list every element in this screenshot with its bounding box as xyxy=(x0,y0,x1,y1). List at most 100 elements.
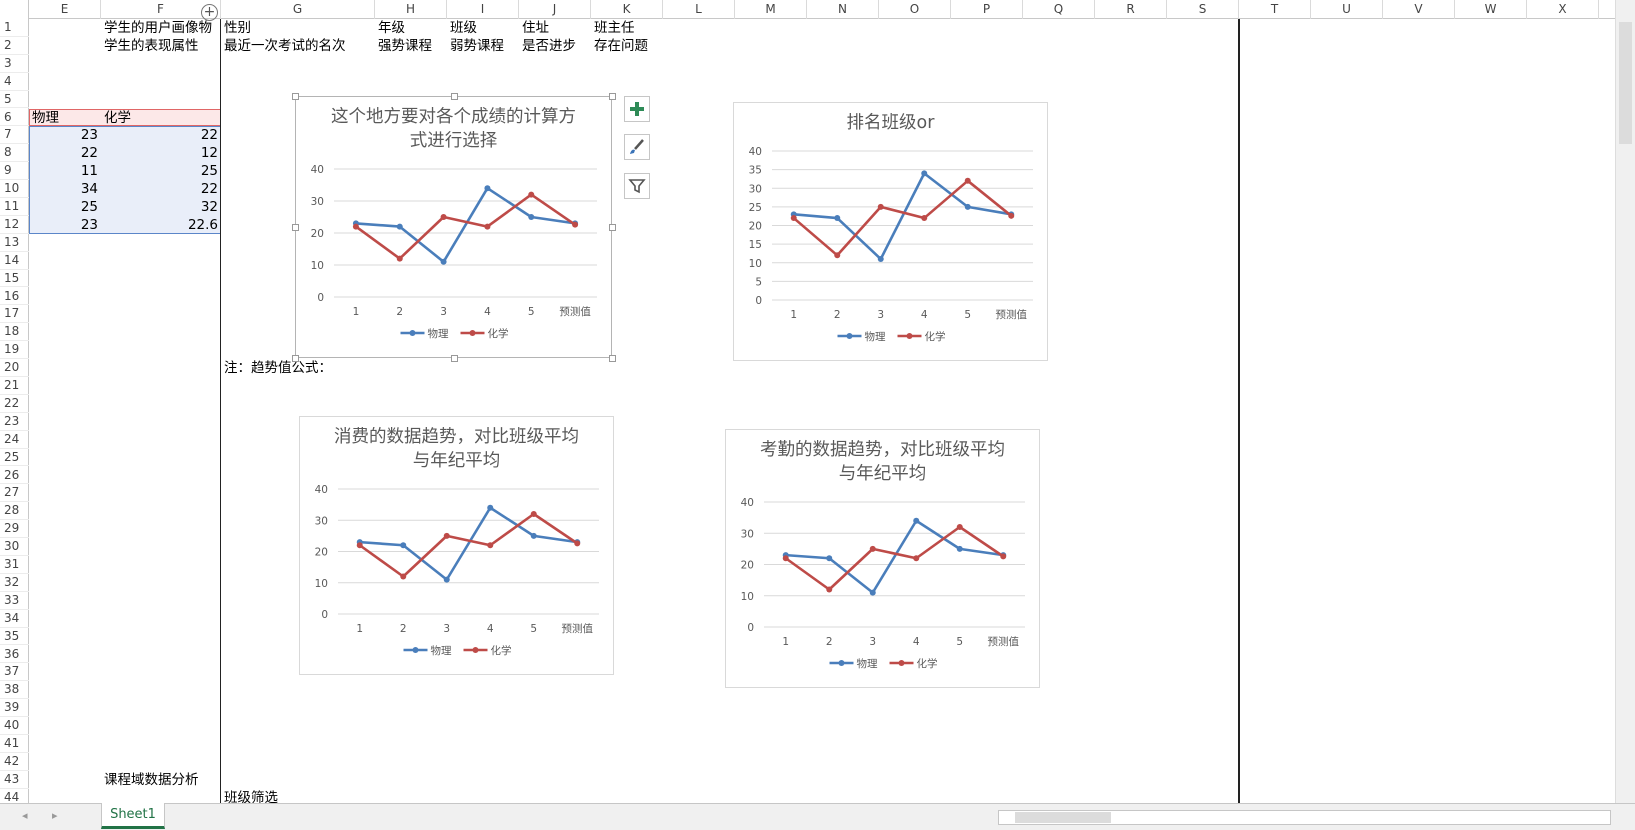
column-header: R xyxy=(1095,0,1167,19)
row-header: 2 xyxy=(0,37,29,55)
freeze-line xyxy=(1238,19,1240,803)
data-point xyxy=(921,215,928,222)
data-point xyxy=(530,532,537,539)
y-tick-label: 0 xyxy=(747,622,754,634)
column-header: P xyxy=(951,0,1023,19)
text-cell: 班级筛选 xyxy=(224,789,278,806)
row-header: 7 xyxy=(0,126,29,145)
text-cell: 弱势课程 xyxy=(450,37,504,54)
chart: 排名班级or 0 5 10 15 20 25 30 35 40 1 2 3 4 5 预测值 物理 化学 xyxy=(733,102,1048,361)
chart-title: 排名班级or xyxy=(846,113,935,133)
column-header: Q xyxy=(1023,0,1095,19)
x-tick-label: 2 xyxy=(400,623,407,635)
legend-marker xyxy=(472,647,479,653)
column-header: V xyxy=(1383,0,1455,19)
resize-handle[interactable] xyxy=(609,355,616,362)
row-header: 37 xyxy=(0,663,29,682)
x-tick-label: 1 xyxy=(356,623,363,635)
sheet-tab[interactable]: Sheet1 xyxy=(101,803,165,829)
text-cell: 年级 xyxy=(378,20,405,36)
legend-label: 物理 xyxy=(428,327,449,340)
number-cell: 25 xyxy=(80,199,98,215)
data-point xyxy=(487,542,494,549)
x-tick-label: 1 xyxy=(782,636,789,648)
resize-handle[interactable] xyxy=(609,224,616,231)
series-line xyxy=(359,506,578,581)
text-cell: 学生的表现属性 xyxy=(104,37,199,54)
column-header: J xyxy=(519,0,591,19)
legend-label: 化学 xyxy=(917,657,938,670)
x-tick-label: 5 xyxy=(956,636,963,648)
row-header-bar xyxy=(0,0,29,803)
series-line xyxy=(355,193,576,260)
data-point xyxy=(400,542,407,549)
tab-scroll-right[interactable]: ▸ xyxy=(52,809,58,822)
resize-handle[interactable] xyxy=(292,224,299,231)
row-header: 3 xyxy=(0,55,29,73)
scroll-thumb[interactable] xyxy=(1015,812,1111,823)
row-header: 43 xyxy=(0,771,29,789)
data-point xyxy=(956,545,963,552)
chart-elements-button[interactable] xyxy=(624,96,650,122)
resize-handle[interactable] xyxy=(450,355,458,362)
text-cell: 学生的用户画像物 xyxy=(104,20,212,36)
row-header: 24 xyxy=(0,431,29,449)
column-header: M xyxy=(735,0,807,19)
vertical-scrollbar[interactable] xyxy=(1615,0,1635,803)
y-tick-label: 0 xyxy=(317,292,324,304)
data-point xyxy=(913,517,920,524)
y-tick-label: 40 xyxy=(741,497,754,509)
data-point xyxy=(400,573,407,580)
scroll-thumb[interactable] xyxy=(1619,22,1632,144)
resize-handle[interactable] xyxy=(292,355,299,362)
y-tick-label: 0 xyxy=(321,609,328,621)
row-header: 32 xyxy=(0,574,29,592)
legend-label: 化学 xyxy=(488,327,509,340)
row-header: 17 xyxy=(0,305,29,324)
text-cell: 性别 xyxy=(224,20,251,36)
y-tick-label: 40 xyxy=(311,164,324,176)
horizontal-scrollbar[interactable] xyxy=(998,810,1611,825)
legend: 物理 化学 xyxy=(403,644,512,657)
x-tick-label: 4 xyxy=(484,306,491,318)
text-cell: 住址 xyxy=(522,20,549,36)
row-header: 39 xyxy=(0,699,29,718)
freeze-line xyxy=(220,19,221,803)
y-tick-label: 15 xyxy=(749,239,762,251)
filter-icon xyxy=(628,179,646,194)
data-point xyxy=(877,256,884,263)
data-point xyxy=(528,191,535,198)
chart-styles-button[interactable] xyxy=(624,134,650,160)
y-tick-label: 10 xyxy=(749,258,762,270)
data-point xyxy=(1008,212,1015,219)
resize-handle[interactable] xyxy=(609,93,616,100)
resize-handle[interactable] xyxy=(292,93,299,100)
y-tick-label: 0 xyxy=(755,295,762,307)
legend-marker xyxy=(412,647,419,653)
x-tick-label: 4 xyxy=(913,636,920,648)
data-point xyxy=(484,185,491,192)
row-header: 26 xyxy=(0,467,29,485)
row-header: 10 xyxy=(0,180,29,198)
tab-scroll-left[interactable]: ◂ xyxy=(22,809,28,822)
column-header: N xyxy=(807,0,879,19)
series-line xyxy=(793,172,1012,261)
number-cell: 23 xyxy=(80,127,98,144)
y-tick-label: 5 xyxy=(755,276,762,288)
data-point xyxy=(356,542,363,549)
add-sheet-button[interactable]: + xyxy=(201,4,218,21)
row-header: 27 xyxy=(0,484,29,503)
number-cell: 34 xyxy=(80,181,98,198)
resize-handle[interactable] xyxy=(450,93,458,100)
data-point xyxy=(921,170,928,177)
row-header: 34 xyxy=(0,610,29,628)
row-header: 9 xyxy=(0,162,29,181)
brush-icon xyxy=(630,139,644,154)
legend-marker xyxy=(898,660,905,666)
row-header: 12 xyxy=(0,216,29,234)
chart-filters-button[interactable] xyxy=(624,173,650,199)
legend: 物理 化学 xyxy=(829,657,938,670)
